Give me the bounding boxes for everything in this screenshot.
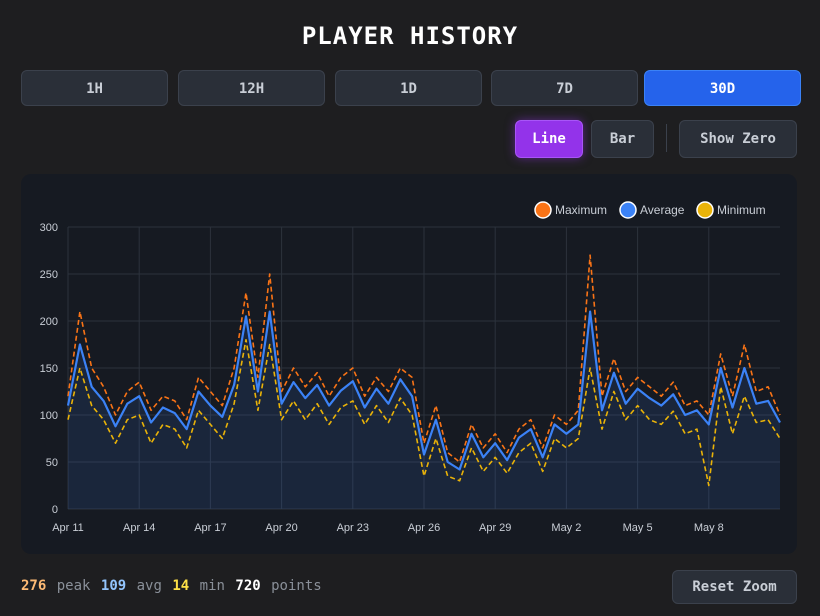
show-zero-button[interactable]: Show Zero [679, 120, 797, 158]
range-button-1h[interactable]: 1H [21, 70, 168, 106]
points-label: points [271, 578, 322, 594]
x-tick-label: Apr 26 [408, 522, 440, 534]
legend-marker-maximum [534, 201, 552, 219]
legend-marker-minimum [696, 201, 714, 219]
stats-bar: 276 peak 109 avg 14 min 720 points [21, 578, 324, 594]
range-button-12h[interactable]: 12H [178, 70, 325, 106]
reset-zoom-button[interactable]: Reset Zoom [672, 570, 797, 604]
x-tick-label: May 8 [694, 522, 724, 534]
axis-layer: 0 50 100 150 200 250 300 Apr 11 Apr 14 Apr 17 Apr … [40, 222, 724, 534]
series-layer [66, 254, 781, 487]
player-history-chart[interactable]: 0 50 100 150 200 250 300 Apr 11 Apr 14 Apr 17 Apr … [21, 174, 797, 554]
series-line-minimum [67, 339, 781, 487]
min-label: min [199, 578, 225, 594]
page-title: PLAYER HISTORY [301, 22, 519, 50]
range-button-7d[interactable]: 7D [491, 70, 638, 106]
x-tick-label: May 5 [623, 522, 653, 534]
y-tick-label: 100 [40, 410, 58, 422]
legend-marker-average [619, 201, 637, 219]
points-value: 720 [235, 578, 261, 594]
x-tick-label: Apr 14 [123, 522, 155, 534]
range-button-1d[interactable]: 1D [335, 70, 482, 106]
bar-mode-button[interactable]: Bar [591, 120, 654, 158]
x-tick-label: Apr 17 [194, 522, 226, 534]
legend-label-minimum: Minimum [717, 203, 766, 217]
legend-label-maximum: Maximum [555, 203, 607, 217]
range-button-30d[interactable]: 30D [644, 70, 801, 106]
y-tick-label: 250 [40, 269, 58, 281]
toolbar-divider [666, 124, 667, 152]
peak-label: peak [56, 578, 91, 594]
x-tick-label: Apr 20 [265, 522, 297, 534]
avg-value: 109 [100, 578, 127, 594]
series-line-maximum [67, 254, 781, 463]
series-line-average [66, 310, 781, 471]
y-tick-label: 300 [40, 222, 58, 234]
area-layer [68, 311, 780, 509]
x-tick-label: Apr 23 [337, 522, 369, 534]
x-tick-label: May 2 [551, 522, 581, 534]
y-tick-label: 200 [40, 316, 58, 328]
legend-label-average: Average [640, 203, 685, 217]
line-mode-button[interactable]: Line [515, 120, 583, 158]
x-tick-label: Apr 11 [52, 522, 84, 534]
avg-label: avg [136, 578, 162, 594]
y-tick-label: 50 [46, 457, 58, 469]
x-tick-label: Apr 29 [479, 522, 511, 534]
chart-card: 0 50 100 150 200 250 300 Apr 11 Apr 14 Apr 17 Apr … [21, 174, 797, 554]
grid-layer [67, 226, 780, 510]
time-range-selector: 1H 12H 1D 7D 30D [21, 70, 801, 108]
y-tick-label: 150 [40, 363, 58, 375]
average-area-fill [68, 311, 780, 509]
min-value: 14 [172, 578, 190, 594]
peak-value: 276 [21, 578, 47, 594]
y-tick-label: 0 [52, 504, 58, 516]
legend[interactable]: Maximum Average Minimum [534, 201, 766, 219]
